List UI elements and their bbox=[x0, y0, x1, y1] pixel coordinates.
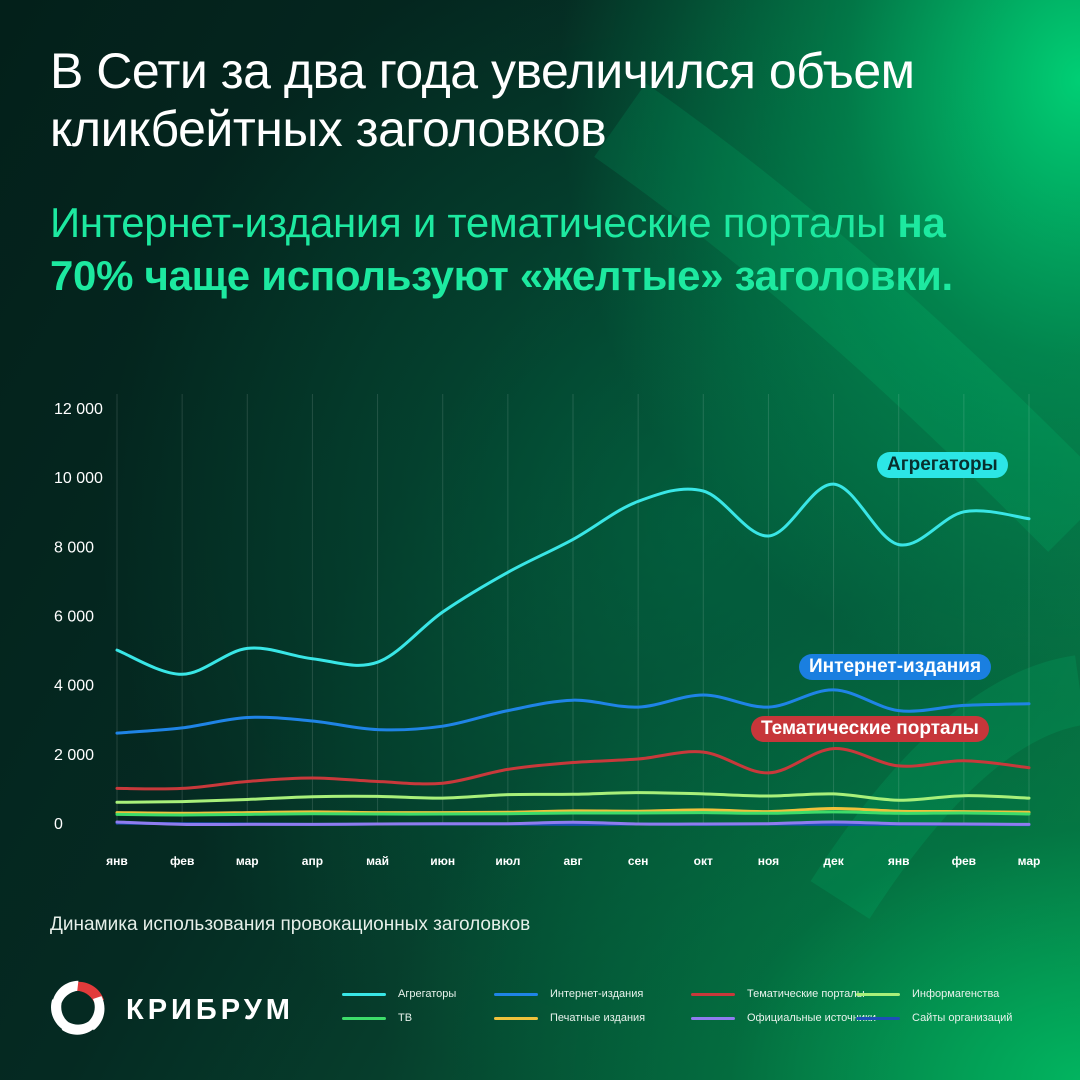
x-tick-label: ноя bbox=[758, 854, 779, 868]
x-tick-label: окт bbox=[694, 854, 713, 868]
legend-swatch bbox=[856, 992, 900, 996]
chart-legend: Агрегаторы Интернет-издания Тематические п… bbox=[342, 988, 1058, 1024]
x-tick-label: фев bbox=[170, 854, 194, 868]
x-tick-label: авг bbox=[563, 854, 582, 868]
label-internet-media: Интернет-издания bbox=[799, 654, 992, 680]
brand-name: КРИБРУМ bbox=[126, 994, 294, 1026]
y-tick-label: 4 000 bbox=[54, 678, 94, 695]
y-tick-label: 0 bbox=[54, 816, 63, 833]
legend-label: Печатные издания bbox=[550, 1012, 646, 1024]
legend-item: Информагенства bbox=[856, 988, 1051, 1000]
series-line-информагенства bbox=[115, 791, 1031, 804]
legend-swatch bbox=[691, 1016, 735, 1020]
line-chart: 0 2 000 4 000 6 000 8 000 10 000 12 000 янв фев м… bbox=[54, 394, 1041, 868]
x-tick-label: июн bbox=[430, 854, 455, 868]
x-tick-label: янв bbox=[888, 854, 910, 868]
series-line-официальные-источники bbox=[115, 820, 1031, 827]
legend-label: Сайты организаций bbox=[912, 1012, 1013, 1024]
subtitle-highlight: на 70% чаще используют «желтые» заголовк… bbox=[50, 199, 953, 299]
legend-item: ТВ bbox=[342, 1012, 482, 1024]
series-line-агрегаторы bbox=[115, 482, 1031, 676]
label-thematic-portals: Тематические порталы bbox=[751, 716, 989, 742]
x-tick-label: июл bbox=[495, 854, 520, 868]
x-tick-label: апр bbox=[302, 854, 323, 868]
legend-swatch bbox=[691, 992, 735, 996]
y-tick-label: 10 000 bbox=[54, 470, 103, 487]
label-aggregators: Агрегаторы bbox=[877, 452, 1008, 478]
page-subtitle: Интернет-издания и тематические порталы … bbox=[50, 196, 1040, 302]
x-tick-label: мар bbox=[236, 854, 259, 868]
legend-label: Агрегаторы bbox=[398, 988, 457, 1000]
x-tick-label: дек bbox=[823, 854, 844, 868]
y-tick-label: 2 000 bbox=[54, 747, 94, 764]
x-tick-label: сен bbox=[628, 854, 649, 868]
subtitle-plain: Интернет-издания и тематические порталы bbox=[50, 199, 898, 246]
legend-label: Официальные источники bbox=[747, 1012, 876, 1024]
legend-item: Сайты организаций bbox=[856, 1012, 1051, 1024]
y-tick-label: 8 000 bbox=[54, 539, 94, 556]
x-tick-label: май bbox=[366, 854, 389, 868]
chart-caption: Динамика использования провокационных за… bbox=[50, 914, 531, 935]
legend-label: Информагенства bbox=[912, 988, 1000, 1000]
series-line-тв bbox=[115, 810, 1031, 817]
x-tick-label: фев bbox=[952, 854, 976, 868]
legend-swatch bbox=[342, 992, 386, 996]
legend-swatch bbox=[494, 992, 538, 996]
series-line-интернет-издания bbox=[115, 688, 1031, 735]
legend-swatch bbox=[494, 1016, 538, 1020]
legend-swatch bbox=[856, 1016, 900, 1020]
x-tick-label: мар bbox=[1018, 854, 1041, 868]
y-tick-label: 6 000 bbox=[54, 609, 94, 626]
legend-item: Официальные источники bbox=[691, 1012, 876, 1024]
page-title: В Сети за два года увеличился объем клик… bbox=[50, 43, 915, 157]
series-line-тематические-порталы bbox=[115, 747, 1031, 791]
y-tick-label: 12 000 bbox=[54, 401, 103, 418]
legend-label: ТВ bbox=[398, 1012, 413, 1024]
legend-item: Тематические порталы bbox=[691, 988, 865, 1000]
legend-label: Интернет-издания bbox=[550, 988, 644, 1000]
legend-label: Тематические порталы bbox=[747, 988, 865, 1000]
x-tick-label: янв bbox=[106, 854, 128, 868]
series-line-печатные-издания bbox=[115, 806, 1031, 815]
kribrum-logo-icon bbox=[51, 980, 105, 1035]
legend-item: Интернет-издания bbox=[494, 988, 679, 1000]
legend-swatch bbox=[342, 1016, 386, 1020]
legend-item: Печатные издания bbox=[494, 1012, 679, 1024]
legend-item: Агрегаторы bbox=[342, 988, 482, 1000]
